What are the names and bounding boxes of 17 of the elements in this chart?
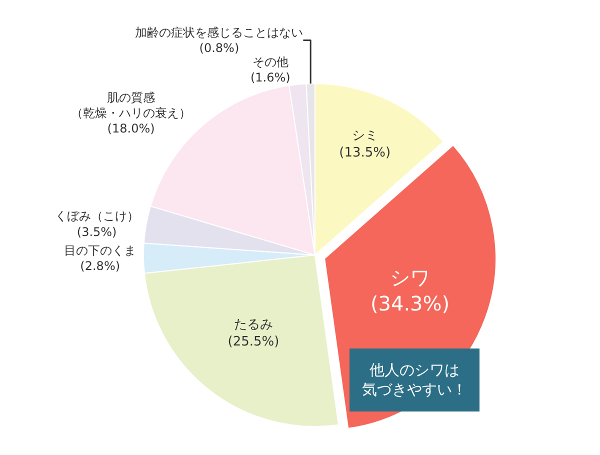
slice-label: その他 bbox=[252, 55, 288, 69]
slice-label: 肌の質感（乾燥・ハリの衰え） bbox=[71, 90, 192, 120]
data-label: (34.3%) bbox=[370, 291, 450, 316]
data-label: (25.5%) bbox=[228, 334, 280, 350]
slice-label: 目の下のくま bbox=[64, 243, 136, 258]
data-label: (0.8%) bbox=[199, 41, 240, 55]
data-label: (3.5%) bbox=[76, 224, 117, 239]
slice-label: シワ bbox=[390, 265, 430, 290]
slice-label: 加齢の症状を感じることはない bbox=[135, 25, 304, 40]
text: 他人のシワは気づきやすい！ bbox=[362, 361, 467, 398]
slice-label: シミ bbox=[352, 128, 378, 144]
data-label: (13.5%) bbox=[339, 145, 391, 160]
data-label: (1.6%) bbox=[250, 70, 290, 85]
data-label: (2.8%) bbox=[80, 259, 120, 274]
slice-label: たるみ bbox=[234, 318, 273, 333]
slice-label: くぼみ（こけ） bbox=[54, 209, 139, 224]
data-label: (18.0%) bbox=[107, 121, 155, 136]
